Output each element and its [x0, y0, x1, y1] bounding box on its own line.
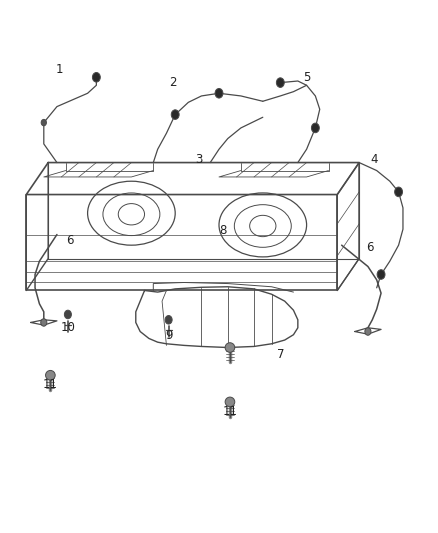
Circle shape [377, 270, 385, 279]
Circle shape [171, 110, 179, 119]
Text: 10: 10 [60, 321, 75, 334]
Circle shape [92, 72, 100, 82]
Text: 8: 8 [220, 224, 227, 237]
Circle shape [41, 319, 47, 326]
Circle shape [215, 88, 223, 98]
Circle shape [41, 119, 46, 126]
Text: 11: 11 [223, 405, 237, 418]
Circle shape [64, 310, 71, 319]
Text: 9: 9 [165, 329, 173, 342]
Ellipse shape [46, 370, 55, 380]
Circle shape [395, 187, 403, 197]
Text: 3: 3 [196, 154, 203, 166]
Text: 6: 6 [66, 235, 74, 247]
Circle shape [311, 123, 319, 133]
Circle shape [365, 328, 371, 335]
Text: 4: 4 [371, 154, 378, 166]
Text: 1: 1 [55, 63, 63, 76]
Circle shape [276, 78, 284, 87]
Text: 7: 7 [276, 348, 284, 361]
Text: 2: 2 [169, 76, 177, 89]
Ellipse shape [225, 343, 235, 352]
Ellipse shape [225, 397, 235, 407]
Text: 5: 5 [303, 71, 310, 84]
Text: 6: 6 [366, 241, 374, 254]
Text: 11: 11 [43, 378, 58, 391]
Circle shape [165, 316, 172, 324]
